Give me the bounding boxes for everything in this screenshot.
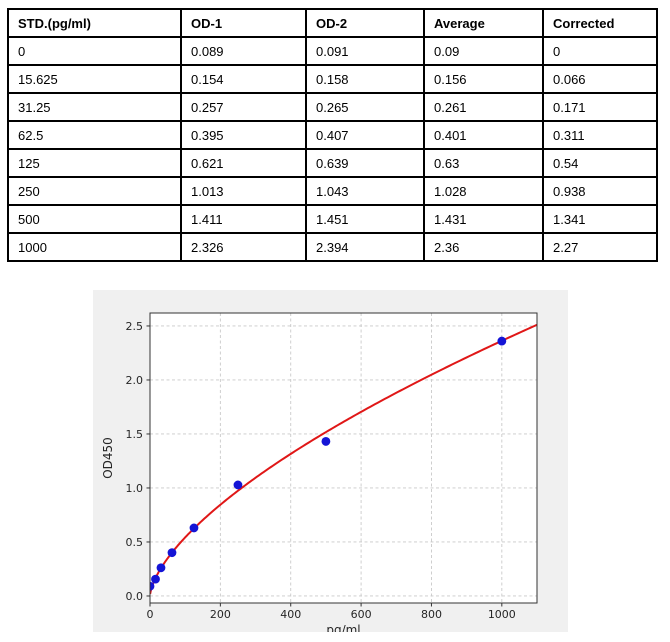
table-cell: 0.091 — [305, 36, 425, 66]
x-tick-label: 200 — [210, 608, 231, 621]
table-cell: 62.5 — [7, 120, 182, 150]
data-point — [321, 437, 331, 446]
table-row: 62.5 0.395 0.407 0.401 0.311 — [7, 120, 658, 150]
table-cell: 0.09 — [423, 36, 544, 66]
table-header-row: STD.(pg/ml) OD-1 OD-2 Average Corrected — [7, 8, 658, 38]
table-cell: 0.066 — [542, 64, 658, 94]
table-cell: 500 — [7, 204, 182, 234]
table-cell: 0.938 — [542, 176, 658, 206]
x-tick-label: 1000 — [488, 608, 516, 621]
table-cell: 0.257 — [180, 92, 307, 122]
data-points — [150, 336, 507, 591]
column-header-3: Average — [423, 8, 544, 38]
table-cell: 0.395 — [180, 120, 307, 150]
table-cell: 0.639 — [305, 148, 425, 178]
plot-area — [150, 313, 537, 603]
data-point — [150, 581, 155, 591]
data-point — [151, 574, 160, 584]
table-row: 31.25 0.257 0.265 0.261 0.171 — [7, 92, 658, 122]
table-cell: 31.25 — [7, 92, 182, 122]
y-tick-label: 0.0 — [126, 590, 144, 603]
table-cell: 1.431 — [423, 204, 544, 234]
table-row: 15.625 0.154 0.158 0.156 0.066 — [7, 64, 658, 94]
table-cell: 1.043 — [305, 176, 425, 206]
table-cell: 0.156 — [423, 64, 544, 94]
table-cell: 0 — [7, 36, 182, 66]
table-cell: 0.54 — [542, 148, 658, 178]
x-tick-label: 800 — [421, 608, 442, 621]
x-tick-label: 600 — [351, 608, 372, 621]
table-cell: 250 — [7, 176, 182, 206]
table-cell: 1.341 — [542, 204, 658, 234]
y-tick-label: 1.0 — [126, 482, 144, 495]
y-tick-label: 2.5 — [126, 320, 144, 333]
table-row: 500 1.411 1.451 1.431 1.341 — [7, 204, 658, 234]
column-header-0: STD.(pg/ml) — [7, 8, 182, 38]
plot-border — [149, 312, 538, 604]
table-cell: 0.311 — [542, 120, 658, 150]
column-header-4: Corrected — [542, 8, 658, 38]
y-tick-label: 1.5 — [126, 428, 144, 441]
table-cell: 0.265 — [305, 92, 425, 122]
table-cell: 0 — [542, 36, 658, 66]
standard-curve-figure: 0 200 400 600 800 1000 0.0 0.5 1.0 1.5 2.0 2.5 pg/ml… — [93, 290, 568, 637]
column-header-1: OD-1 — [180, 8, 307, 38]
data-point — [167, 548, 177, 558]
table-cell: 1.451 — [305, 204, 425, 234]
x-tick-label: 0 — [147, 608, 154, 621]
table-cell: 0.621 — [180, 148, 307, 178]
table-cell: 2.326 — [180, 232, 307, 262]
table-cell: 15.625 — [7, 64, 182, 94]
table-cell: 2.36 — [423, 232, 544, 262]
y-tick-label: 0.5 — [126, 536, 144, 549]
standards-table: STD.(pg/ml) OD-1 OD-2 Average Corrected 0 0.0… — [7, 8, 658, 262]
y-axis-label: OD450 — [101, 437, 115, 479]
table-cell: 0.401 — [423, 120, 544, 150]
x-axis-label: pg/ml — [326, 623, 360, 632]
table-cell: 1.028 — [423, 176, 544, 206]
data-point — [189, 523, 199, 533]
table-cell: 0.171 — [542, 92, 658, 122]
standard-curve-chart: 0 200 400 600 800 1000 0.0 0.5 1.0 1.5 2.0 2.5 pg/ml… — [101, 312, 538, 637]
table-row: 125 0.621 0.639 0.63 0.54 — [7, 148, 658, 178]
table-cell: 0.154 — [180, 64, 307, 94]
table-cell: 1000 — [7, 232, 182, 262]
y-tick-label: 2.0 — [126, 374, 144, 387]
table-cell: 0.089 — [180, 36, 307, 66]
table-cell: 125 — [7, 148, 182, 178]
table-row: 250 1.013 1.043 1.028 0.938 — [7, 176, 658, 206]
table-cell: 1.013 — [180, 176, 307, 206]
table-cell: 2.27 — [542, 232, 658, 262]
data-point — [233, 480, 243, 490]
table-row: 0 0.089 0.091 0.09 0 — [7, 36, 658, 66]
table-cell: 1.411 — [180, 204, 307, 234]
table-cell: 0.158 — [305, 64, 425, 94]
table-cell: 0.63 — [423, 148, 544, 178]
table-cell: 2.394 — [305, 232, 425, 262]
data-point — [497, 336, 507, 346]
data-point — [156, 563, 166, 573]
table-cell: 0.261 — [423, 92, 544, 122]
column-header-2: OD-2 — [305, 8, 425, 38]
x-tick-label: 400 — [280, 608, 301, 621]
table-cell: 0.407 — [305, 120, 425, 150]
table-row: 1000 2.326 2.394 2.36 2.27 — [7, 232, 658, 262]
